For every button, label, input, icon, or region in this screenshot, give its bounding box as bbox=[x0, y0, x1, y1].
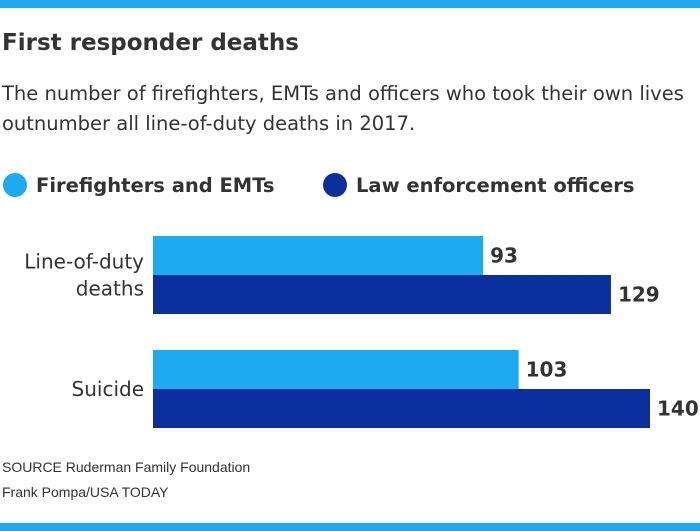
legend: Firefighters and EMTs Law enforcement of… bbox=[0, 168, 700, 202]
value-label-suicide-firefighters: 103 bbox=[526, 358, 568, 382]
bar-suicide-firefighters bbox=[153, 350, 519, 389]
chart-subtitle: The number of firefighters, EMTs and off… bbox=[2, 82, 684, 135]
legend-item-law-enforcement: Law enforcement officers bbox=[323, 168, 634, 202]
bar-line-of-duty-deaths-firefighters bbox=[153, 236, 484, 275]
bar-line-of-duty-deaths-law-enforcement bbox=[153, 275, 611, 314]
chart-title: First responder deaths bbox=[2, 30, 299, 56]
value-label-line-of-duty-deaths-law-enforcement: 129 bbox=[618, 283, 660, 307]
value-label-line-of-duty-deaths-firefighters: 93 bbox=[490, 244, 518, 268]
source-note: SOURCE Ruderman Family Foundation bbox=[2, 459, 251, 475]
bar-suicide-law-enforcement bbox=[153, 389, 650, 428]
top-accent-rule bbox=[0, 0, 700, 8]
legend-swatch-firefighters bbox=[3, 173, 27, 197]
credit-note: Frank Pompa/USA TODAY bbox=[2, 484, 169, 500]
value-label-suicide-law-enforcement: 140 bbox=[657, 397, 699, 421]
category-label-suicide: Suicide bbox=[72, 377, 144, 401]
legend-label-firefighters: Firefighters and EMTs bbox=[36, 173, 275, 197]
legend-label-law-enforcement: Law enforcement officers bbox=[356, 173, 635, 197]
bottom-accent-rule bbox=[0, 523, 700, 531]
category-label-line-of-duty-deaths: Line-of-duty deaths bbox=[24, 250, 144, 301]
legend-item-firefighters: Firefighters and EMTs bbox=[3, 168, 275, 202]
legend-swatch-law-enforcement bbox=[323, 173, 347, 197]
